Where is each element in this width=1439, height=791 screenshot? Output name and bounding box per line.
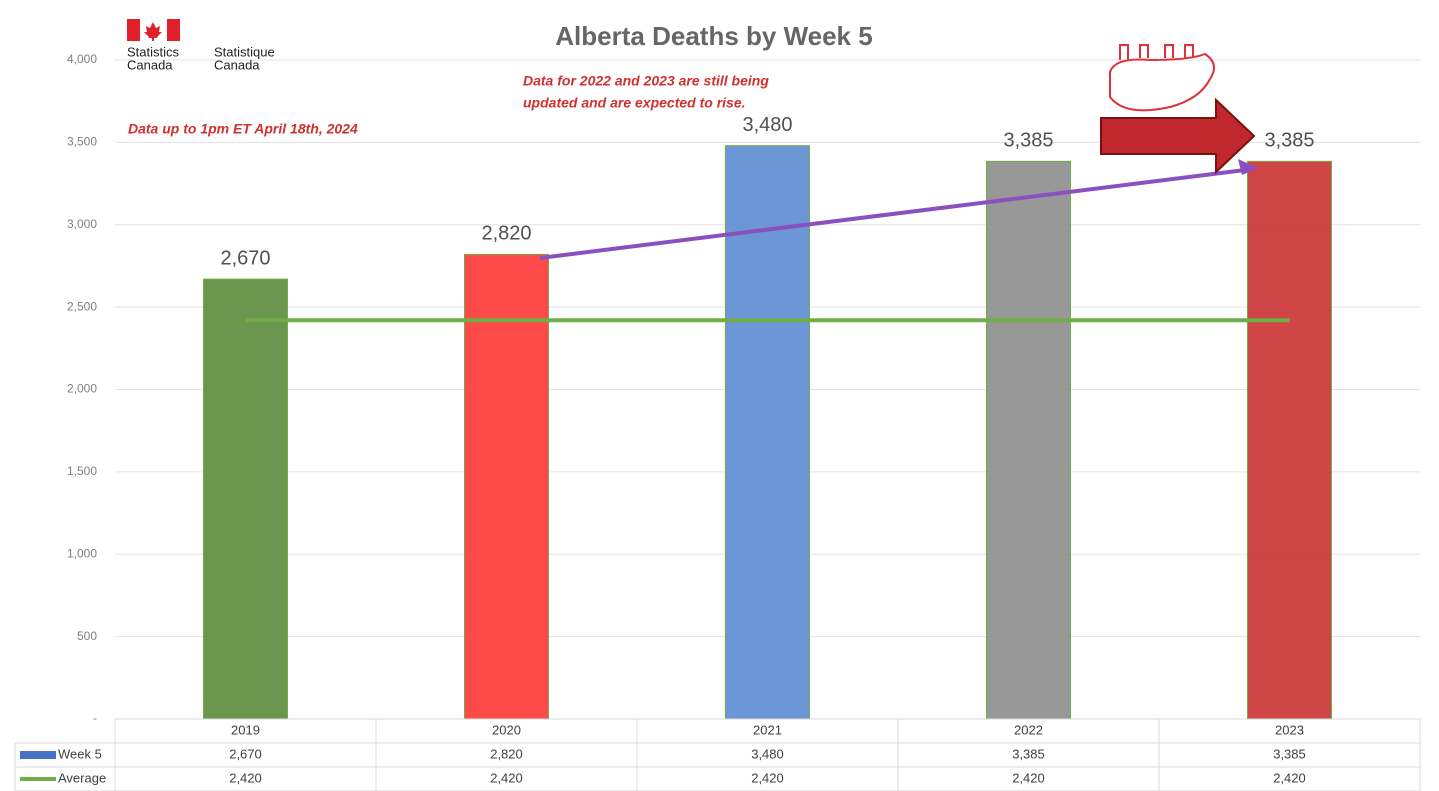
flag-right: [167, 19, 180, 41]
y-tick-label: 1,500: [67, 464, 97, 478]
y-tick-label: 3,500: [67, 135, 97, 149]
decorations: [539, 44, 1258, 260]
table-value: 3,385: [1273, 746, 1306, 761]
legend-label: Average: [58, 770, 106, 785]
flag-left: [127, 19, 140, 41]
table-value: 2,420: [490, 770, 523, 785]
legend-label: Week 5: [58, 746, 102, 761]
elephant-icon: [1109, 44, 1215, 112]
x-tick-label: 2022: [1014, 722, 1043, 737]
value-label: 3,385: [1003, 130, 1053, 152]
y-tick-label: 1,000: [67, 546, 97, 560]
value-label: 2,670: [220, 247, 270, 269]
maple-leaf: [144, 22, 162, 41]
x-tick-label: 2019: [231, 722, 260, 737]
legend-swatch: [20, 751, 56, 759]
annotation: Data for 2022 and 2023 are still being: [523, 73, 769, 89]
table-value: 2,420: [229, 770, 262, 785]
data-table: 2019 2020 2021 2022 2023 Week 5 2,670 2,820 3,48…: [14, 718, 1421, 791]
logo-text: Canada: [214, 57, 260, 72]
bar: [1247, 160, 1332, 720]
x-tick-label: 2023: [1275, 722, 1304, 737]
y-tick-label: 3,000: [67, 217, 97, 231]
table-value: 2,420: [1012, 770, 1045, 785]
value-label: 3,480: [742, 114, 792, 136]
arrow-head: [1238, 159, 1258, 175]
y-tick-label: 4,000: [67, 52, 97, 66]
logo-text: Statistics: [127, 44, 180, 59]
logo-text: Statistique: [214, 44, 275, 59]
bar: [464, 253, 549, 720]
y-tick-label: 500: [77, 629, 97, 643]
bar: [986, 160, 1071, 720]
y-tick-label: -: [93, 711, 97, 725]
bar: [203, 278, 288, 720]
trend-arrow: [539, 168, 1246, 260]
annotation: updated and are expected to rise.: [523, 95, 746, 111]
value-label: 2,820: [481, 223, 531, 245]
table-value: 3,480: [751, 746, 784, 761]
logo: Statistics Canada Statistique Canada: [127, 19, 275, 72]
table-value: 2,820: [490, 746, 523, 761]
table-value: 3,385: [1012, 746, 1045, 761]
bar: [725, 145, 810, 720]
y-tick-label: 2,000: [67, 382, 97, 396]
x-tick-label: 2021: [753, 722, 782, 737]
chart-title: Alberta Deaths by Week 5: [555, 21, 872, 51]
annotation: Data up to 1pm ET April 18th, 2024: [128, 121, 358, 137]
red-arrow: [1100, 97, 1256, 175]
x-tick-label: 2020: [492, 722, 521, 737]
table-value: 2,420: [1273, 770, 1306, 785]
table-value: 2,670: [229, 746, 262, 761]
value-label: 3,385: [1264, 130, 1314, 152]
marks: 2,670 2,820 3,480 3,385 3,385: [203, 114, 1332, 720]
table-value: 2,420: [751, 770, 784, 785]
y-tick-label: 2,500: [67, 299, 97, 313]
logo-text: Canada: [127, 57, 173, 72]
